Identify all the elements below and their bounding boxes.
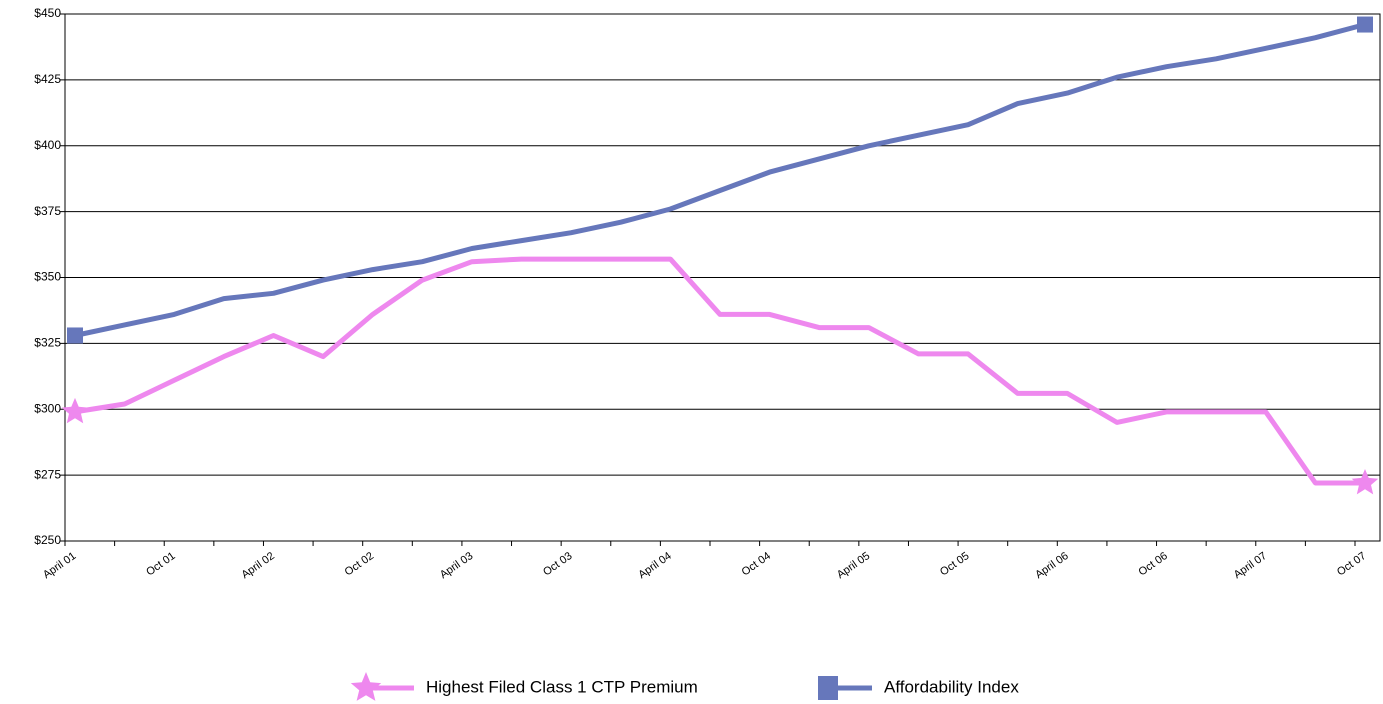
legend-marker [350,672,382,701]
legend-item: Highest Filed Class 1 CTP Premium [350,672,698,701]
series-line [74,22,1366,338]
y-tick-label: $400 [34,138,61,152]
legend-label: Affordability Index [884,677,1019,696]
series-line [74,256,1365,486]
x-tick-label: Oct 04 [740,550,773,578]
y-tick-label: $375 [34,204,61,218]
legend-label: Highest Filed Class 1 CTP Premium [426,677,698,696]
y-tick-label: $350 [34,270,61,284]
y-tick-label: $425 [34,72,61,86]
legend-marker [818,676,838,700]
x-tick-label: April 04 [636,550,673,581]
x-tick-label: April 03 [438,550,475,581]
x-tick-label: April 05 [835,550,872,581]
y-tick-label: $275 [34,467,61,481]
x-tick-label: Oct 06 [1136,550,1169,578]
y-tick-label: $250 [34,533,61,547]
point-marker [61,397,89,424]
y-tick-label: $450 [34,6,61,20]
y-tick-label: $325 [34,336,61,350]
legend-item: Affordability Index [818,676,1019,700]
x-tick-label: April 06 [1033,550,1070,581]
x-tick-label: Oct 01 [144,550,177,578]
x-tick-label: Oct 02 [343,550,376,578]
x-tick-label: Oct 07 [1335,550,1368,578]
point-marker [1357,16,1373,33]
x-tick-label: April 01 [41,550,78,581]
point-marker [67,327,83,344]
plot-border [64,13,1381,542]
x-tick-label: Oct 03 [541,550,574,578]
point-marker [1351,469,1379,495]
y-tick-label: $300 [34,401,61,415]
x-tick-label: Oct 05 [938,550,971,578]
x-tick-label: April 07 [1232,550,1269,581]
x-tick-label: April 02 [239,550,276,581]
